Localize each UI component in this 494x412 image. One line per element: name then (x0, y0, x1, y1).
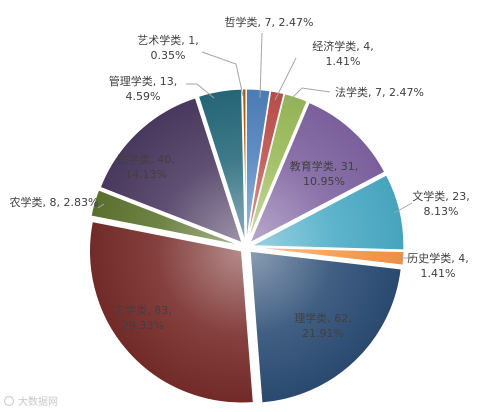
watermark-logo-icon (3, 395, 15, 407)
data-label-line: 1.41% (421, 267, 456, 280)
leader-line-管理学类 (186, 83, 215, 99)
data-label-line: 教育学类, 31, (290, 159, 359, 173)
pie-slice-经济学类 (246, 90, 285, 242)
pie-slice-医学类 (99, 97, 243, 244)
data-label-line: 8.13% (424, 205, 459, 218)
data-label-经济学类: 经济学类, 4, 1.41% (312, 39, 374, 68)
data-label-管理学类: 管理学类, 13, 4.59% (109, 74, 178, 103)
data-label-line: 29.33% (122, 319, 164, 332)
data-label-line: 4.59% (126, 90, 161, 103)
leader-line-艺术学类 (201, 51, 244, 97)
data-label-line: 法学类, 7, 2.47% (335, 85, 424, 99)
pie-slice-教育学类 (249, 101, 386, 244)
data-label-历史学类: 历史学类, 4, 1.41% (407, 251, 469, 280)
data-label-理学类: 理学类, 62, 21.91% (294, 311, 352, 340)
pie-slice-艺术学类 (242, 88, 247, 242)
data-label-line: 21.91% (302, 327, 344, 340)
pie-slice-农学类 (90, 189, 241, 246)
watermark: 大数据网 (3, 395, 58, 408)
data-label-艺术学类: 艺术学类, 1, 0.35% (137, 33, 199, 62)
data-label-line: 10.95% (303, 175, 345, 188)
leader-line-农学类 (97, 203, 105, 209)
data-label-line: 哲学类, 7, 2.47% (225, 15, 314, 29)
pie-slice-理学类 (249, 250, 402, 404)
data-label-line: 管理学类, 13, (109, 74, 178, 88)
data-label-line: 艺术学类, 1, (137, 33, 199, 47)
data-label-法学类: 法学类, 7, 2.47% (335, 85, 424, 99)
pie-slice-文学类 (249, 174, 405, 251)
data-label-line: 14.13% (125, 168, 167, 181)
data-label-line: 医学类, 40, (117, 152, 175, 166)
data-label-line: 文学类, 23, (412, 189, 470, 203)
data-label-line: 历史学类, 4, (407, 251, 469, 265)
leader-line-经济学类 (274, 57, 297, 101)
data-label-医学类: 医学类, 40, 14.13% (117, 152, 175, 181)
data-label-line: 工学类, 83, (114, 303, 172, 317)
data-label-line: 0.35% (151, 49, 186, 62)
watermark-text: 大数据网 (18, 395, 58, 408)
data-label-line: 理学类, 62, (294, 311, 352, 325)
data-label-哲学类: 哲学类, 7, 2.47% (225, 15, 314, 29)
pie-slice-哲学类 (245, 88, 271, 242)
leader-line-法学类 (285, 87, 331, 105)
leader-line-哲学类 (259, 32, 263, 99)
data-label-教育学类: 教育学类, 31, 10.95% (290, 159, 359, 188)
data-label-工学类: 工学类, 83, 29.33% (114, 303, 172, 332)
data-label-文学类: 文学类, 23, 8.13% (412, 189, 470, 218)
pie-slice-法学类 (247, 93, 308, 242)
data-label-line: 经济学类, 4, (312, 39, 374, 53)
leader-line-文学类 (393, 202, 413, 214)
data-label-line: 农学类, 8, 2.83% (10, 195, 99, 209)
data-label-农学类: 农学类, 8, 2.83% (10, 195, 99, 209)
pie-slice-工学类 (89, 221, 254, 404)
data-label-line: 1.41% (326, 55, 361, 68)
